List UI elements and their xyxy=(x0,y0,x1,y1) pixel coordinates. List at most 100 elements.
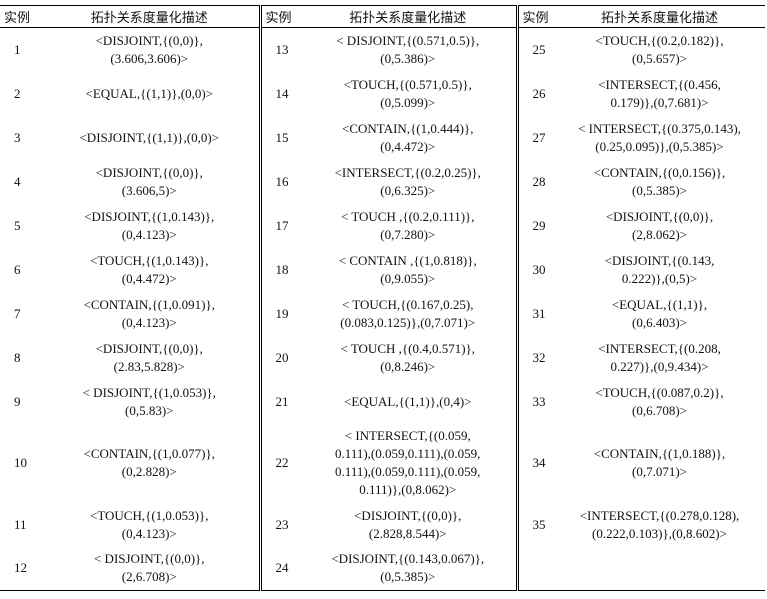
description: <TOUCH,{(0.571,0.5)}, (0,5.099)> xyxy=(300,72,517,116)
description-line: (2,6.708)> xyxy=(121,569,177,585)
column-header: 拓扑关系度量化描述 xyxy=(40,5,260,28)
description-line: 0.111)},(0,8.062)> xyxy=(359,482,457,497)
instance-id: 10 xyxy=(14,455,27,470)
column-header: 实例 xyxy=(515,5,554,28)
description: <EQUAL,{(1,1)}, (0,6.403)> xyxy=(554,292,765,336)
description: < DISJOINT,{(0.571,0.5)}, (0,5.386)> xyxy=(300,28,517,72)
column-header: 实例 xyxy=(0,5,40,28)
description-line: <TOUCH,{(1,0.143)}, xyxy=(89,252,209,268)
instance-id: 2 xyxy=(14,85,21,101)
instance-id: 7 xyxy=(14,305,21,321)
instance-id: 35 xyxy=(515,502,554,547)
description-line: (0,7.071)> xyxy=(632,464,687,479)
instance-id: 9 xyxy=(14,393,21,409)
description-line: < INTERSECT,{(0.375,0.143), xyxy=(578,120,741,136)
description-line: (0,5.385)> xyxy=(380,569,436,585)
description-line: < DISJOINT,{(0.571,0.5)}, xyxy=(336,32,480,48)
table-row: 9 < DISJOINT,{(1,0.053)}, (0,5.83)> 21 <EQUA… xyxy=(0,379,765,424)
description-line: <EQUAL,{(1,1)},(0,4)> xyxy=(343,393,472,409)
topology-table: 实例 拓扑关系度量化描述 实例 拓扑关系度量化描述 实例 拓扑关系度量化描述 1 <DISJ… xyxy=(0,5,765,591)
description-line: < DISJOINT,{(1,0.053)}, xyxy=(82,384,216,400)
table-row: 1 <DISJOINT,{(0,0)}, (3.606,3.606)> 13 < DIS… xyxy=(0,27,765,72)
description-line: 0.222)},(0,5)> xyxy=(621,270,698,286)
description: <TOUCH,{(1,0.143)}, (0,4.472)> xyxy=(40,248,260,292)
description-line: < CONTAIN ,{(1,0.818)}, xyxy=(338,252,477,268)
instance-id: 18 xyxy=(258,247,300,292)
description-line: <INTERSECT,{(0.278,0.128), xyxy=(579,507,740,523)
description: < TOUCH ,{(0.2,0.111)}, (0,7.280)> xyxy=(300,204,517,248)
instance-id: 19 xyxy=(258,291,300,336)
description: <CONTAIN,{(1,0.077)}, (0,2.828)> xyxy=(40,424,260,503)
description-line: (0.083,0.125)},(0,7.071)> xyxy=(340,314,476,330)
description: <INTERSECT,{(0.456, 0.179)},(0,7.681)> xyxy=(554,72,765,116)
instance-id: 1 xyxy=(14,41,21,57)
description: <DISJOINT,{(0,0)}, (2,8.062)> xyxy=(554,204,765,248)
description: < TOUCH,{(0.167,0.25), (0.083,0.125)},(0,… xyxy=(300,292,517,336)
instance-id: 28 xyxy=(515,159,554,204)
description-line: <EQUAL,{(1,1)},(0,0)> xyxy=(85,85,213,101)
description-line: <CONTAIN,{(0,0.156)}, xyxy=(593,164,726,180)
description-line: <CONTAIN,{(1,0.077)}, xyxy=(83,446,215,461)
description-line: (2.828,8.544)> xyxy=(368,525,447,541)
table-row: 10 <CONTAIN,{(1,0.077)}, (0,2.828)> 22 < INT… xyxy=(0,423,765,503)
instance-id: 8 xyxy=(14,349,21,365)
description-line: (0,8.246)> xyxy=(380,358,436,374)
description-line: <INTERSECT,{(0.208, xyxy=(598,340,721,356)
description-line: <TOUCH,{(0.571,0.5)}, xyxy=(343,76,472,92)
description-line: (3.606,5)> xyxy=(121,182,177,198)
table-row: 11 <TOUCH,{(1,0.053)}, (0,4.123)> 23 <DISJOI… xyxy=(0,502,765,547)
instance-id: 15 xyxy=(258,115,300,160)
description-line: <DISJOINT,{(0.143,0.067)}, xyxy=(331,551,485,567)
instance-id: 21 xyxy=(258,379,300,424)
instance-id: 11 xyxy=(14,516,27,532)
description: < INTERSECT,{(0.059, 0.111),(0.059,0.111)… xyxy=(300,424,517,503)
description: <CONTAIN,{(0,0.156)}, (0,5.385)> xyxy=(554,160,765,204)
description: <DISJOINT,{(0.143,0.067)}, (0,5.385)> xyxy=(300,546,517,591)
instance-id: 20 xyxy=(258,335,300,380)
instance-id: 29 xyxy=(515,203,554,248)
instance-id: 32 xyxy=(515,335,554,380)
description: <DISJOINT,{(0.143, 0.222)},(0,5)> xyxy=(554,248,765,292)
description-line: (0,9.055)> xyxy=(380,270,436,286)
instance-id: 16 xyxy=(258,159,300,204)
description-line: (0,5.83)> xyxy=(125,402,174,418)
description-line: (0,7.280)> xyxy=(380,226,436,242)
instance-id: 6 xyxy=(14,261,21,277)
table-row: 3 <DISJOINT,{(1,1)},(0,0)> 15 <CONTAIN,{(1,… xyxy=(0,115,765,160)
description-line: <INTERSECT,{(0.456, xyxy=(598,76,721,92)
description-line: < DISJOINT,{(0,0)}, xyxy=(93,551,205,567)
description-line: (0,5.657)> xyxy=(632,50,687,66)
description: <CONTAIN,{(1,0.188)}, (0,7.071)> xyxy=(554,424,765,503)
header-row: 实例 拓扑关系度量化描述 实例 拓扑关系度量化描述 实例 拓扑关系度量化描述 xyxy=(0,5,765,28)
instance-id: 14 xyxy=(258,71,300,116)
instance-id: 17 xyxy=(258,203,300,248)
table-row: 5 <DISJOINT,{(1,0.143)}, (0,4.123)> 17 < TOU… xyxy=(0,203,765,248)
description: < INTERSECT,{(0.375,0.143), (0.25,0.095)}… xyxy=(554,116,765,160)
description-line: 0.111),(0.059,0.111),(0.059, xyxy=(335,446,481,461)
instance-id: 30 xyxy=(515,247,554,292)
description-line: <CONTAIN,{(1,0.188)}, xyxy=(593,446,726,461)
description-line: <EQUAL,{(1,1)}, xyxy=(611,296,708,312)
description-line: <DISJOINT,{(1,1)},(0,0)> xyxy=(79,129,220,145)
instance-id: 34 xyxy=(515,423,554,503)
description: <EQUAL,{(1,1)},(0,4)> xyxy=(300,380,517,424)
table-row: 7 <CONTAIN,{(1,0.091)}, (0,4.123)> 19 < TOUC… xyxy=(0,291,765,336)
description: <EQUAL,{(1,1)},(0,0)> xyxy=(40,72,260,116)
description: < CONTAIN ,{(1,0.818)}, (0,9.055)> xyxy=(300,248,517,292)
instance-id: 13 xyxy=(258,27,300,72)
instance-id: 25 xyxy=(515,27,554,72)
description-line: < TOUCH,{(0.167,0.25), xyxy=(341,296,474,312)
description-line: (2.83,5.828)> xyxy=(113,358,185,374)
description-line: 0.227)},(0,9.434)> xyxy=(610,358,709,374)
description-line: <TOUCH,{(1,0.053)}, xyxy=(89,507,209,523)
description-line: 0.111),(0.059,0.111),(0.059, xyxy=(335,464,481,479)
description: <DISJOINT,{(0,0)}, (3.606,5)> xyxy=(40,160,260,204)
description: <CONTAIN,{(1,0.444)}, (0,4.472)> xyxy=(300,116,517,160)
instance-id: 26 xyxy=(515,71,554,116)
table-row: 8 <DISJOINT,{(0,0)}, (2.83,5.828)> 20 < TOUC… xyxy=(0,335,765,380)
description-line: (0,4.123)> xyxy=(121,314,177,330)
column-header: 拓扑关系度量化描述 xyxy=(554,5,765,28)
instance-id: 31 xyxy=(515,291,554,336)
description xyxy=(554,546,765,591)
description-line: <INTERSECT,{(0.2,0.25)}, xyxy=(334,164,481,180)
